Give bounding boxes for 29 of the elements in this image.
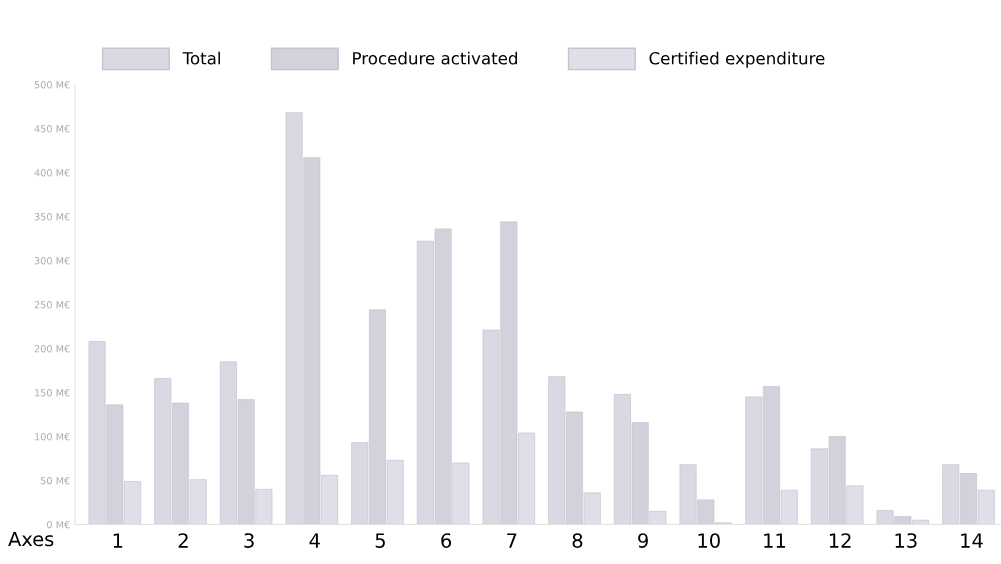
- y-tick-label: 500 M€: [34, 81, 70, 89]
- x-tick-label: 7: [507, 533, 517, 548]
- x-tick-label: 14: [961, 533, 983, 548]
- x-tick-label: 10: [698, 533, 720, 548]
- legend-label: Total: [182, 51, 220, 65]
- y-tick-label: 50 M€: [40, 477, 70, 485]
- y-tick-label: 300 M€: [34, 257, 70, 265]
- x-axis-title: Axes: [8, 531, 54, 547]
- x-tick-label: 13: [895, 533, 917, 548]
- x-tick-label: 4: [309, 533, 320, 548]
- legend-label: Procedure activated: [353, 51, 518, 65]
- x-tick-label: 6: [441, 533, 452, 548]
- y-tick-label: 400 M€: [34, 169, 70, 177]
- y-tick-label: 200 M€: [34, 345, 70, 353]
- x-tick-label: 1: [113, 533, 123, 548]
- legend-label: Certified expenditure: [649, 51, 825, 68]
- x-tick-label: 11: [764, 533, 786, 548]
- x-tick-label: 9: [638, 533, 648, 548]
- x-tick-label: 12: [829, 533, 851, 548]
- x-tick-label: 8: [572, 533, 583, 548]
- x-tick-label: 5: [375, 533, 385, 548]
- x-tick-label: 2: [178, 533, 188, 548]
- y-tick-label: 100 M€: [35, 433, 70, 441]
- y-tick-label: 150 M€: [35, 389, 70, 397]
- y-tick-label: 350 M€: [34, 213, 70, 221]
- y-tick-label: 250 M€: [34, 301, 70, 309]
- y-tick-label: 450 M€: [34, 125, 70, 133]
- x-tick-label: 3: [244, 533, 254, 548]
- y-tick-label: 0 M€: [47, 521, 70, 529]
